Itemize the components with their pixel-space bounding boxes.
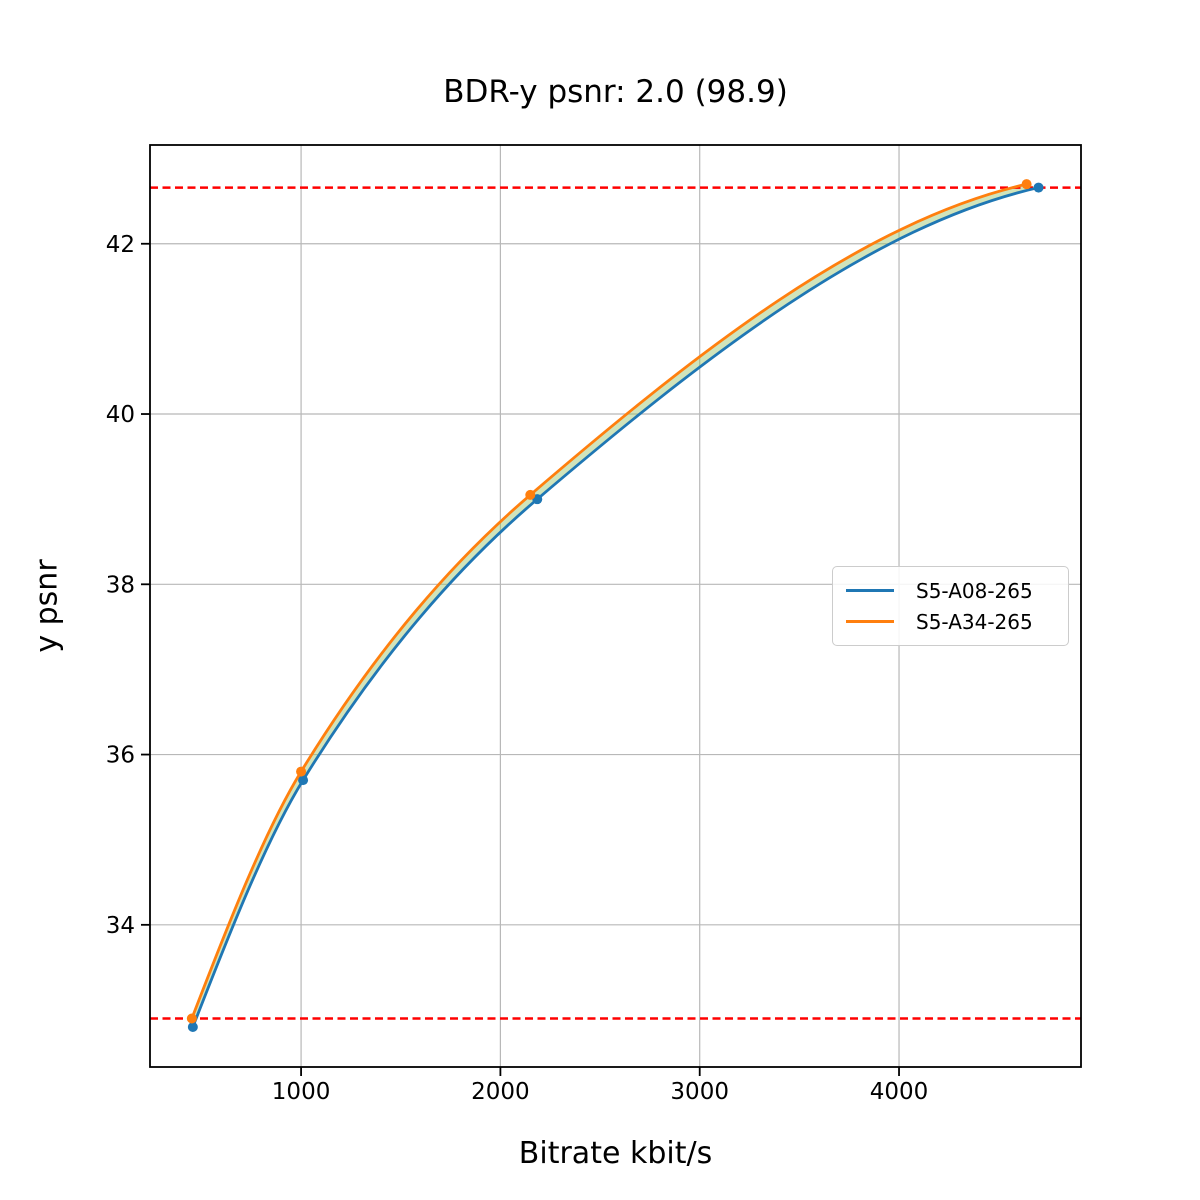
data-point-s5-a34-265 — [296, 766, 307, 777]
y-tick-label: 40 — [106, 402, 135, 428]
y-tick-label: 34 — [106, 913, 135, 939]
data-point-s5-a34-265 — [1021, 179, 1032, 190]
legend-label: S5-A34-265 — [916, 609, 1033, 634]
legend-item: S5-A08-265 — [846, 575, 1056, 606]
x-tick-label: 3000 — [670, 1079, 729, 1105]
axes-spines — [149, 144, 1082, 1068]
legend-line-sample — [846, 620, 894, 623]
y-tick-label: 38 — [106, 572, 135, 598]
x-tick-label: 4000 — [870, 1079, 929, 1105]
x-tick-label: 2000 — [471, 1079, 530, 1105]
legend-item: S5-A34-265 — [846, 606, 1056, 637]
legend-label: S5-A08-265 — [916, 578, 1033, 603]
series-curve-s5-a08-265 — [191, 186, 1039, 1028]
data-point-s5-a34-265 — [186, 1013, 197, 1024]
x-tick-label: 1000 — [272, 1079, 331, 1105]
data-point-s5-a08-265 — [187, 1021, 198, 1032]
chart-title: BDR-y psnr: 2.0 (98.9) — [443, 74, 788, 110]
y-tick-label: 42 — [106, 232, 135, 258]
x-axis-label: Bitrate kbit/s — [518, 1136, 713, 1171]
y-axis-label: y psnr — [29, 559, 65, 653]
legend: S5-A08-265 S5-A34-265 — [832, 566, 1069, 646]
y-tick-label: 36 — [106, 743, 135, 769]
series-curve-s5-a34-265 — [190, 182, 1027, 1019]
data-point-s5-a34-265 — [525, 489, 536, 500]
data-point-s5-a08-265 — [1033, 182, 1044, 193]
legend-line-sample — [846, 589, 894, 592]
data-point-s5-a08-265 — [298, 775, 309, 786]
